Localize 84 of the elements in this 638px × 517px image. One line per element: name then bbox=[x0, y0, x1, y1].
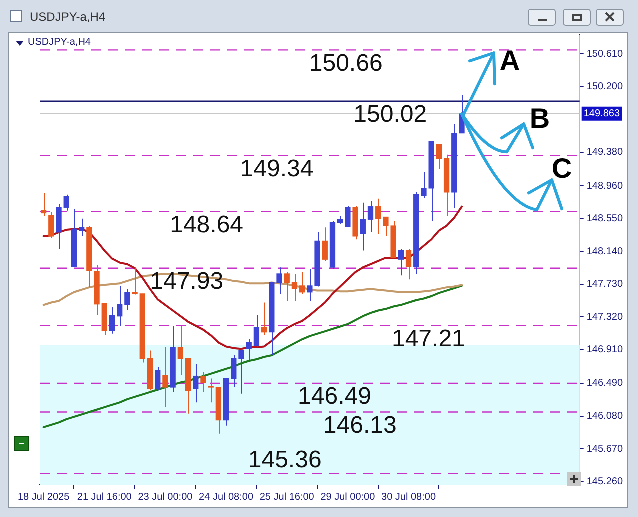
candlestick bbox=[185, 358, 192, 414]
y-tick-label: 149.380 bbox=[586, 147, 624, 158]
candlestick bbox=[254, 315, 260, 348]
chart-title: USDJPY-a,H4 bbox=[30, 10, 106, 24]
x-tick-label: 23 Jul 00:00 bbox=[138, 492, 194, 503]
candlestick bbox=[276, 267, 282, 294]
candlestick bbox=[428, 140, 434, 222]
candlestick bbox=[376, 198, 382, 235]
candlestick bbox=[223, 378, 230, 426]
candlestick bbox=[436, 144, 442, 170]
candlestick bbox=[444, 154, 450, 217]
candlestick bbox=[421, 172, 427, 199]
candlestick bbox=[352, 206, 358, 240]
ref-line-label: 147.93 bbox=[150, 268, 224, 296]
y-tick-label: 147.730 bbox=[586, 279, 624, 290]
candlestick bbox=[452, 124, 458, 209]
y-tick-label: 148.960 bbox=[586, 180, 624, 192]
ref-line-label: 146.49 bbox=[298, 383, 372, 410]
candlestick bbox=[86, 226, 92, 288]
x-tick-label: 30 Jul 08:00 bbox=[382, 492, 436, 503]
y-tick-label: 148.550 bbox=[586, 214, 624, 225]
y-tick-label: 150.200 bbox=[586, 82, 624, 93]
y-tick-label: 146.910 bbox=[586, 344, 624, 356]
candlestick bbox=[170, 325, 176, 393]
candlestick bbox=[71, 208, 78, 268]
candlestick bbox=[208, 378, 214, 404]
candlestick bbox=[299, 272, 306, 294]
candlestick bbox=[216, 387, 222, 434]
ref-line-label: 147.21 bbox=[392, 326, 466, 353]
candlestick bbox=[284, 272, 290, 302]
ref-line-label: 150.66 bbox=[309, 50, 383, 77]
y-tick-label: 148.140 bbox=[586, 246, 624, 258]
candlestick bbox=[200, 372, 206, 393]
ref-line-label: 146.13 bbox=[323, 412, 397, 439]
candlestick bbox=[238, 348, 244, 394]
candlestick bbox=[292, 273, 298, 302]
candlestick bbox=[345, 206, 351, 228]
x-tick-label: 18 Jul 2025 bbox=[18, 492, 70, 503]
x-tick-label: 24 Jul 08:00 bbox=[199, 492, 254, 503]
ref-line-label: 145.36 bbox=[248, 446, 322, 474]
candlestick bbox=[360, 202, 366, 252]
candlestick bbox=[178, 325, 184, 376]
candlestick bbox=[140, 294, 146, 364]
ref-line-label: 148.64 bbox=[170, 211, 244, 238]
candlestick bbox=[124, 288, 130, 310]
ref-line-label: 150.02 bbox=[354, 100, 428, 128]
candlestick bbox=[246, 339, 252, 362]
candlestick bbox=[406, 248, 412, 280]
candlestick bbox=[330, 220, 336, 270]
annotation: B bbox=[530, 103, 550, 134]
candlestick bbox=[109, 307, 116, 334]
x-tick-label: 21 Jul 16:00 bbox=[77, 492, 132, 503]
y-tick-label: 147.320 bbox=[586, 312, 624, 323]
y-tick-label: 145.670 bbox=[586, 444, 624, 455]
y-tick-label: 146.080 bbox=[586, 411, 624, 422]
candlestick bbox=[368, 200, 374, 233]
candlestick bbox=[231, 355, 237, 388]
candlestick bbox=[147, 350, 154, 392]
x-tick-label: 25 Jul 16:00 bbox=[260, 492, 315, 503]
candlestick bbox=[94, 264, 100, 316]
x-tick-label: 29 Jul 00:00 bbox=[320, 492, 376, 503]
candlestick bbox=[117, 285, 123, 326]
y-tick-label: 150.610 bbox=[586, 48, 624, 60]
annotation: C bbox=[552, 153, 572, 184]
y-tick-label: 145.260 bbox=[586, 476, 624, 488]
candlestick bbox=[261, 302, 268, 336]
annotation: A bbox=[500, 45, 520, 76]
candlestick bbox=[56, 204, 62, 250]
candlestick bbox=[48, 212, 54, 239]
candlestick bbox=[132, 267, 138, 296]
candlestick bbox=[193, 364, 199, 404]
candlestick bbox=[40, 192, 47, 217]
candlestick bbox=[414, 192, 420, 274]
ref-line-label: 149.863 bbox=[584, 108, 620, 120]
candlestick bbox=[322, 227, 328, 262]
candlestick bbox=[269, 282, 275, 356]
chart-title: USDJPY-a,H4 bbox=[28, 37, 91, 48]
ref-line-label: 149.34 bbox=[240, 155, 314, 182]
candlestick bbox=[155, 367, 161, 392]
candlestick bbox=[102, 303, 108, 336]
candlestick bbox=[162, 347, 168, 408]
candlestick bbox=[64, 194, 70, 212]
y-tick-label: 146.490 bbox=[586, 378, 624, 390]
candlestick bbox=[398, 248, 404, 276]
